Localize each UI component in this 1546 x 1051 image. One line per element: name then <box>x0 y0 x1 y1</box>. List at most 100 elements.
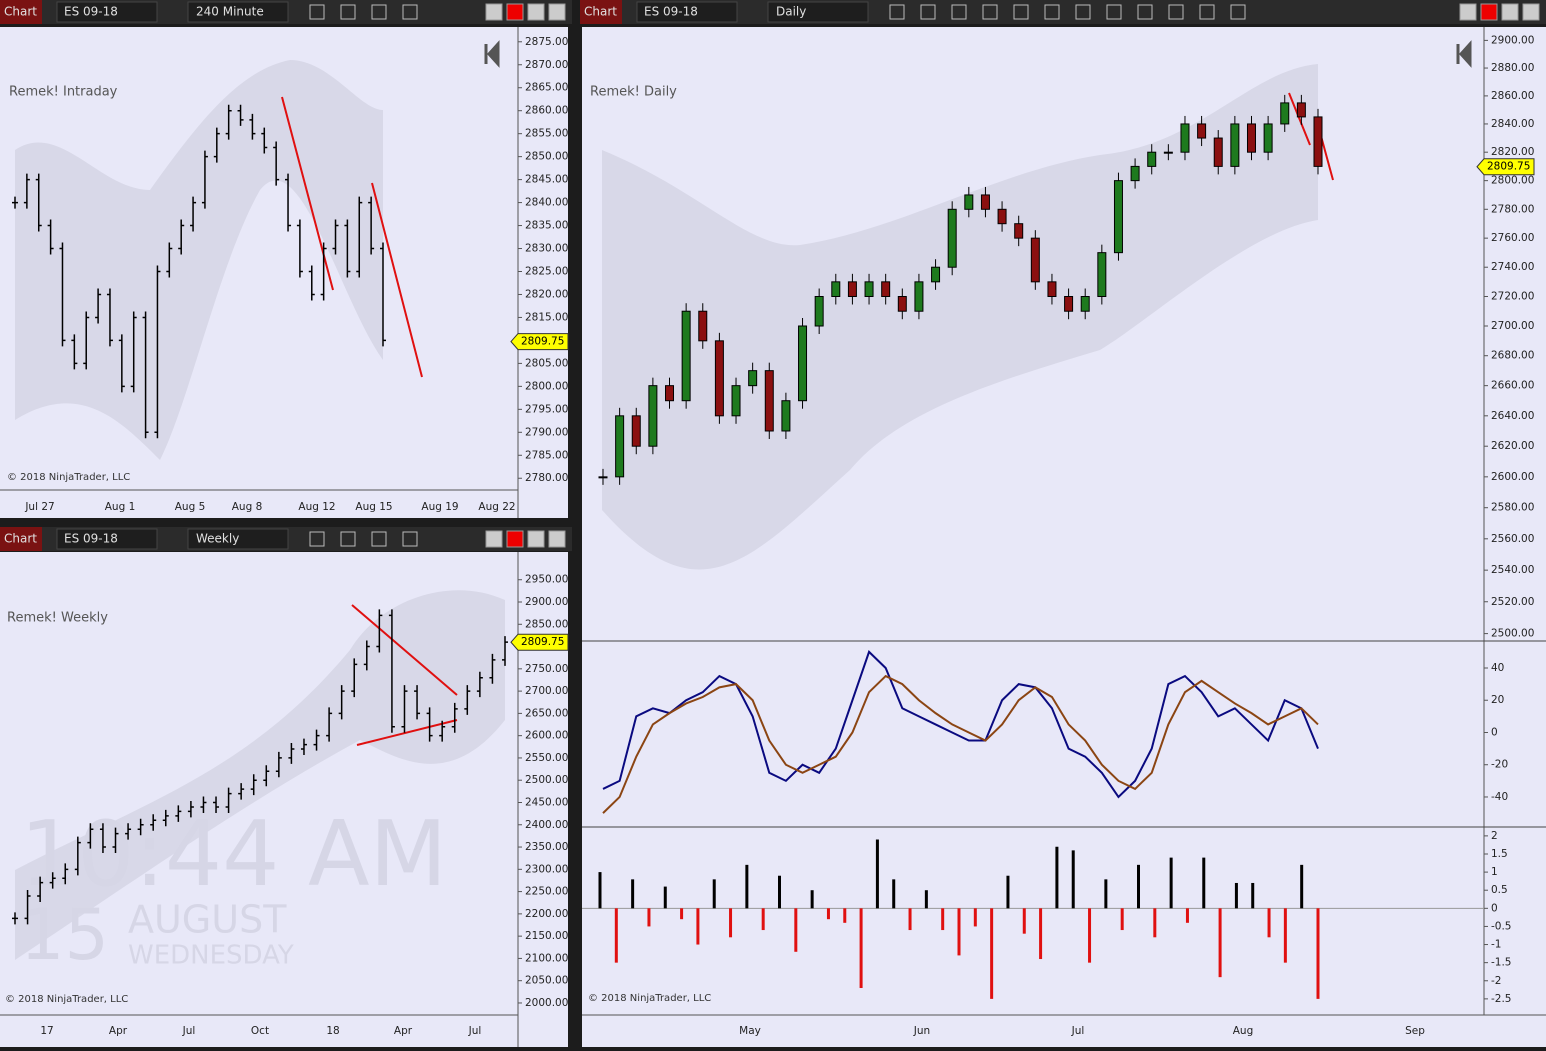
candle <box>1280 102 1290 125</box>
period-select[interactable] <box>187 1 289 23</box>
window-button[interactable] <box>527 3 545 21</box>
instrument-select[interactable] <box>636 1 738 23</box>
toolbar-icon[interactable] <box>1137 4 1153 20</box>
window-button[interactable] <box>506 3 524 21</box>
histogram-bar <box>1153 908 1157 938</box>
candle <box>1263 123 1273 153</box>
ohlc-bar <box>250 774 257 796</box>
y-tick-label: 2000.00 <box>525 997 568 1009</box>
price-marker-label: 2809.75 <box>521 636 564 648</box>
instrument-select[interactable] <box>56 528 158 550</box>
chart-tab-label: Chart <box>584 5 617 19</box>
histogram-bar <box>843 908 847 923</box>
toolbar-icon[interactable] <box>889 4 905 20</box>
window-button[interactable] <box>1522 3 1540 21</box>
candle <box>1313 116 1323 167</box>
ohlc-bar <box>83 311 90 370</box>
histogram-bar <box>810 890 814 909</box>
window-button[interactable] <box>1501 3 1519 21</box>
candle <box>648 385 658 447</box>
oscillator-line <box>602 674 1319 814</box>
y-tick-label: 2560.00 <box>1491 533 1534 545</box>
window-button[interactable] <box>548 3 566 21</box>
toolbar-icon[interactable] <box>402 531 418 547</box>
window-button[interactable] <box>485 530 503 548</box>
toolbar-icon[interactable] <box>1013 4 1029 20</box>
histogram-bar <box>1120 908 1124 931</box>
y-tick-label: 2800.00 <box>525 380 568 392</box>
chart-tab <box>0 0 42 24</box>
toolbar-icon[interactable] <box>951 4 967 20</box>
toolbar-icon[interactable] <box>1075 4 1091 20</box>
toolbar-icon[interactable] <box>920 4 936 20</box>
period-select[interactable] <box>767 1 869 23</box>
toolbar-icon[interactable] <box>340 531 356 547</box>
toolbar-icon[interactable] <box>309 531 325 547</box>
candle <box>631 415 641 447</box>
instrument-select[interactable] <box>56 1 158 23</box>
ohlc-bar <box>368 196 375 255</box>
ohlc-bar <box>296 219 303 278</box>
window-button[interactable] <box>506 530 524 548</box>
histogram-bar <box>598 872 602 909</box>
toolbar-icon[interactable] <box>309 4 325 20</box>
ohlc-bar <box>175 805 182 822</box>
ohlc-bar <box>71 334 78 370</box>
toolbar-icon[interactable] <box>1168 4 1184 20</box>
histogram-bar <box>1234 882 1238 909</box>
window-button[interactable] <box>485 3 503 21</box>
ohlc-bar <box>225 787 232 813</box>
ohlc-bar <box>380 242 386 347</box>
ohlc-bar <box>49 872 56 889</box>
window-button[interactable] <box>527 530 545 548</box>
y-tick-label: 2300.00 <box>525 863 568 875</box>
scroll-end-icon[interactable] <box>1456 40 1472 68</box>
x-tick-label: Jul 27 <box>24 501 54 513</box>
copyright: © 2018 NinjaTrader, LLC <box>5 994 128 1005</box>
histogram-bar <box>1022 908 1026 934</box>
toolbar-icon[interactable] <box>1044 4 1060 20</box>
period-select[interactable] <box>187 528 289 550</box>
histogram-bar <box>1300 864 1304 909</box>
y-tick-label: 2825.00 <box>525 266 568 278</box>
x-tick-label: Aug <box>1233 1025 1254 1037</box>
instrument-label: ES 09-18 <box>64 532 118 546</box>
candle <box>1097 252 1107 297</box>
toolbar-icon[interactable] <box>340 4 356 20</box>
scroll-end-icon[interactable] <box>484 40 500 68</box>
ohlc-bar <box>426 707 433 742</box>
ohlc-bar <box>489 653 496 684</box>
window-button[interactable] <box>1480 3 1498 21</box>
x-tick-label: Aug 15 <box>355 501 392 513</box>
ohlc-bar <box>47 219 54 255</box>
candle <box>1147 151 1157 167</box>
ohlc-bar <box>363 640 370 671</box>
ohlc-bar <box>356 196 363 278</box>
chart-tab <box>0 527 42 551</box>
histogram-bar <box>1039 908 1043 960</box>
price-marker-label: 2809.75 <box>1487 161 1530 173</box>
price-marker <box>510 633 569 651</box>
candle <box>814 295 824 327</box>
window-button[interactable] <box>1459 3 1477 21</box>
toolbar-icon[interactable] <box>982 4 998 20</box>
toolbar-icon[interactable] <box>371 4 387 20</box>
ohlc-bar <box>313 729 320 751</box>
toolbar-icon[interactable] <box>371 531 387 547</box>
toolbar-icon[interactable] <box>1230 4 1246 20</box>
ohlc-bar <box>288 743 295 764</box>
y-tick-label: 2840.00 <box>525 197 568 209</box>
y-tick-label: 2500.00 <box>1491 628 1534 640</box>
toolbar-icon[interactable] <box>1199 4 1215 20</box>
trendline <box>281 96 423 378</box>
toolbar-icon[interactable] <box>1106 4 1122 20</box>
x-tick-label: Jul <box>468 1025 482 1037</box>
window-button[interactable] <box>548 530 566 548</box>
y-tick-label: -0.5 <box>1491 920 1512 932</box>
ohlc-bar <box>320 242 327 301</box>
toolbar-icon[interactable] <box>402 4 418 20</box>
x-tick-label: Jul <box>182 1025 196 1037</box>
histogram-bar <box>941 908 945 931</box>
chart-label: Remek! Intraday <box>9 85 118 100</box>
candle <box>1113 180 1123 254</box>
